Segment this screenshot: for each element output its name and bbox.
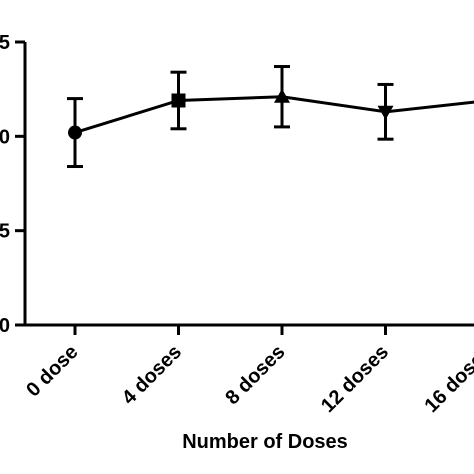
x-tick-label: 4 doses <box>118 341 186 409</box>
marker <box>274 88 290 103</box>
x-tick-label: 8 doses <box>221 341 289 409</box>
marker <box>171 93 186 108</box>
x-tick-label: 12 doses <box>317 341 393 417</box>
y-tick-label: 5 <box>0 221 10 243</box>
y-tick-label: 10 <box>0 126 10 148</box>
x-tick-label: 0 dose <box>22 341 82 401</box>
marker <box>68 125 82 140</box>
y-tick-label: 0 <box>0 315 10 337</box>
marker <box>377 105 394 120</box>
x-tick-label: 16 doses <box>420 341 474 417</box>
y-tick-label: 15 <box>0 32 10 54</box>
x-axis-label: Number of Doses <box>182 431 348 453</box>
